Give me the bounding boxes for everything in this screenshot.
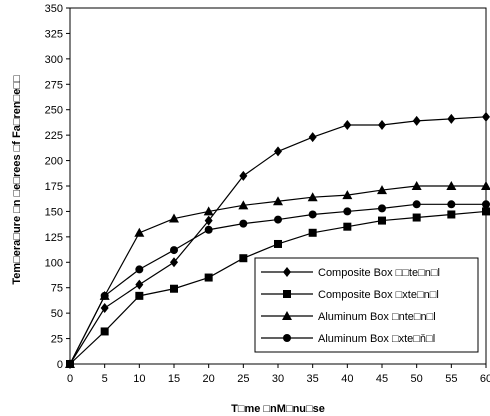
- data-point: [308, 132, 317, 143]
- data-point: [274, 215, 282, 224]
- data-point: [238, 200, 249, 210]
- legend-marker: [283, 267, 291, 277]
- data-point: [342, 190, 353, 200]
- data-point: [135, 265, 144, 274]
- data-point: [482, 200, 490, 209]
- y-tick-label: 250: [45, 105, 63, 117]
- x-tick-label: 30: [272, 373, 284, 385]
- x-axis-title: T□me □nM□nu□se: [231, 403, 325, 415]
- legend-item: Aluminum Box □nte□n□l: [261, 311, 436, 323]
- data-point: [343, 222, 352, 231]
- legend-label: Composite Box □□te□n□l: [318, 267, 440, 279]
- data-point: [66, 360, 74, 368]
- legend-marker: [283, 290, 291, 298]
- legend-label: Composite Box □xte□n□l: [318, 289, 439, 301]
- x-tick-label: 15: [168, 373, 180, 385]
- data-point: [412, 115, 421, 126]
- data-point: [100, 291, 109, 300]
- data-point: [377, 185, 387, 195]
- x-tick-label: 40: [341, 373, 353, 385]
- y-tick-label: 200: [45, 156, 63, 168]
- x-tick-label: 20: [203, 373, 215, 385]
- legend-box: [254, 257, 479, 353]
- data-point: [411, 181, 422, 190]
- data-point: [170, 246, 178, 255]
- data-point: [170, 284, 178, 293]
- data-point: [308, 228, 317, 237]
- data-point: [412, 213, 421, 222]
- y-axis-title: Tem□era□ure □n □e□rees □f Fa□ren□e□□: [11, 75, 23, 285]
- y-tick-label: 325: [45, 28, 63, 40]
- legend-item: Composite Box □xte□n□l: [261, 289, 439, 301]
- x-axis-ticks: 0 5 10 15 20 25 30 35 40 45 50 55 60: [67, 364, 490, 385]
- data-point: [239, 219, 248, 228]
- x-tick-label: 60: [480, 373, 490, 385]
- data-point: [204, 273, 213, 282]
- series-triangle: [65, 181, 490, 368]
- y-tick-label: 175: [45, 181, 63, 193]
- data-point: [239, 170, 248, 181]
- x-tick-label: 25: [237, 373, 249, 385]
- data-point: [378, 204, 386, 213]
- x-tick-label: 5: [102, 373, 108, 385]
- data-point: [378, 216, 386, 225]
- legend-label: Aluminum Box □nte□n□l: [318, 311, 436, 323]
- y-tick-label: 50: [51, 308, 63, 320]
- y-tick-label: 25: [51, 334, 63, 346]
- legend: Composite Box □□te□n□l Composite Box □xte…: [254, 257, 479, 353]
- data-point: [307, 192, 318, 202]
- data-point: [343, 207, 352, 216]
- y-tick-label: 125: [45, 232, 63, 244]
- data-point: [203, 206, 214, 216]
- data-point: [239, 254, 248, 263]
- y-tick-label: 225: [45, 130, 63, 142]
- x-tick-label: 50: [411, 373, 423, 385]
- legend-item: Composite Box □□te□n□l: [261, 267, 440, 279]
- legend-marker: [282, 311, 292, 320]
- data-point: [378, 119, 386, 130]
- data-point: [273, 196, 283, 206]
- data-point: [447, 210, 456, 219]
- series-circle: [66, 200, 490, 368]
- data-point: [482, 207, 490, 216]
- data-point: [447, 113, 456, 124]
- x-tick-label: 35: [307, 373, 319, 385]
- data-point: [446, 181, 457, 190]
- data-point: [204, 215, 213, 226]
- data-point: [134, 227, 145, 237]
- x-tick-label: 55: [445, 373, 457, 385]
- data-point: [100, 303, 109, 314]
- data-point: [135, 291, 144, 300]
- data-point: [447, 200, 456, 209]
- y-tick-label: 0: [57, 359, 63, 371]
- y-tick-label: 100: [45, 257, 63, 269]
- data-point: [274, 146, 282, 157]
- data-point: [100, 327, 109, 336]
- series-square: [66, 207, 490, 368]
- data-point: [135, 279, 144, 290]
- legend-item: Aluminum Box □xte□ň□l: [261, 333, 435, 345]
- data-point: [308, 210, 317, 219]
- legend-label: Aluminum Box □xte□ň□l: [318, 333, 435, 345]
- y-axis-ticks: 0 25 50 75 100 125 150 175 200 225 250 275 300 325 350: [45, 3, 70, 371]
- data-point: [274, 239, 282, 248]
- x-tick-label: 10: [133, 373, 145, 385]
- data-point: [482, 111, 490, 122]
- y-tick-label: 150: [45, 206, 63, 218]
- data-point: [481, 181, 490, 190]
- y-tick-label: 300: [45, 54, 63, 66]
- data-point: [169, 213, 179, 223]
- x-tick-label: 45: [376, 373, 388, 385]
- y-tick-label: 275: [45, 79, 63, 91]
- legend-marker: [283, 334, 291, 342]
- y-tick-label: 75: [51, 283, 63, 295]
- data-point: [343, 119, 352, 130]
- series-layer: [65, 111, 490, 369]
- x-tick-label: 0: [67, 373, 73, 385]
- data-point: [412, 200, 421, 209]
- data-point: [170, 257, 178, 268]
- data-point: [204, 225, 213, 234]
- y-tick-label: 350: [45, 3, 63, 15]
